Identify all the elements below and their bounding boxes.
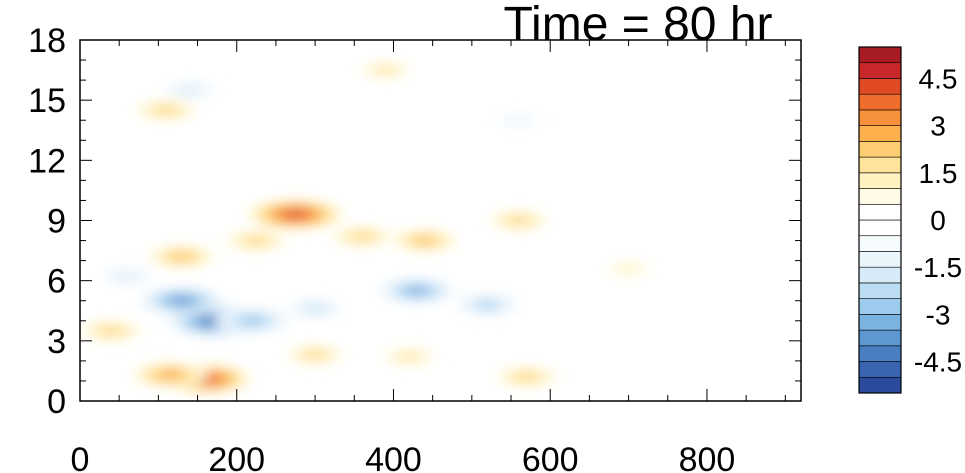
colorbar-box	[858, 376, 902, 394]
field-feature-22	[103, 328, 120, 334]
chart-title: Time = 80 hr	[504, 0, 773, 51]
field-feature-19	[180, 87, 200, 94]
field-feature-3	[400, 353, 419, 360]
colorbar-box	[858, 282, 902, 299]
colorbar-box	[858, 203, 902, 221]
colorbar-box	[858, 266, 902, 284]
colorbar: 4.5 3 1.5 0 -1.5 -3 -4.5	[858, 46, 962, 394]
y-tick-label: 9	[47, 203, 66, 241]
colorbar-box	[858, 345, 902, 362]
colorbar-box	[858, 172, 902, 189]
colorbar-box	[858, 235, 902, 252]
colorbar-box	[858, 361, 902, 378]
y-tick-label: 12	[28, 142, 66, 180]
field-feature-12	[248, 237, 265, 244]
colorbar-box	[858, 314, 902, 331]
field-feature-4	[518, 374, 535, 380]
field-feature-11	[174, 254, 189, 259]
y-tick-label: 6	[47, 263, 66, 301]
colorbar-box	[858, 109, 902, 126]
y-tick-label: 3	[47, 323, 66, 361]
field-feature-8	[307, 306, 323, 312]
colorbar-label: 3	[930, 111, 946, 142]
colorbar-box	[858, 62, 902, 79]
y-tick-label: 0	[47, 383, 66, 421]
field-feature-23	[117, 273, 137, 280]
field-feature-16	[511, 218, 527, 223]
field-feature-13	[290, 212, 302, 217]
field-feature-6	[176, 298, 188, 303]
colorbar-label: 1.5	[919, 158, 958, 189]
y-tick-label: 18	[28, 22, 66, 60]
field-feature-21	[507, 116, 531, 125]
x-tick-label: 600	[522, 441, 579, 473]
x-axis: 0 200 400 600 800	[71, 40, 786, 473]
field-feature-1	[163, 372, 177, 378]
colorbar-box	[858, 329, 902, 347]
field-feature-2	[307, 352, 323, 358]
field-feature-17	[617, 264, 640, 273]
colorbar-box	[858, 251, 902, 268]
colorbar-box	[858, 125, 902, 142]
field-feature-18	[158, 107, 175, 113]
y-tick-label: 15	[28, 82, 66, 120]
x-tick-label: 400	[365, 441, 422, 473]
colorbar-frame	[858, 46, 902, 394]
colorbar-box	[858, 156, 902, 174]
colorbar-box	[858, 298, 902, 315]
x-tick-label: 200	[208, 441, 265, 473]
colorbar-label: 4.5	[919, 64, 958, 95]
colorbar-box	[858, 188, 902, 205]
plot-background	[80, 40, 801, 401]
field-feature-14	[354, 233, 371, 240]
field-feature-20	[376, 67, 395, 73]
colorbar-box	[858, 141, 902, 158]
colorbar-box	[858, 78, 902, 95]
colorbar-label: -1.5	[914, 252, 962, 283]
field-feature-10	[480, 302, 495, 307]
colorbar-box	[858, 219, 902, 237]
colorbar-label: 0	[930, 205, 946, 236]
field-feature-9	[411, 288, 423, 293]
colorbar-label: -4.5	[914, 347, 962, 378]
colorbar-label: -3	[926, 299, 951, 330]
y-axis: 0 3 6 9 12 15 18	[28, 22, 801, 421]
field-feature-15	[417, 238, 432, 243]
x-tick-label: 800	[679, 441, 736, 473]
plot-area: 0 200 400 600 800 0 3 6 9 12 15 18	[28, 22, 802, 473]
colorbar-box	[858, 93, 902, 111]
x-tick-label: 0	[71, 441, 90, 473]
field-feature-7	[245, 318, 259, 323]
contour-field	[80, 61, 651, 395]
colorbar-box	[858, 46, 902, 64]
